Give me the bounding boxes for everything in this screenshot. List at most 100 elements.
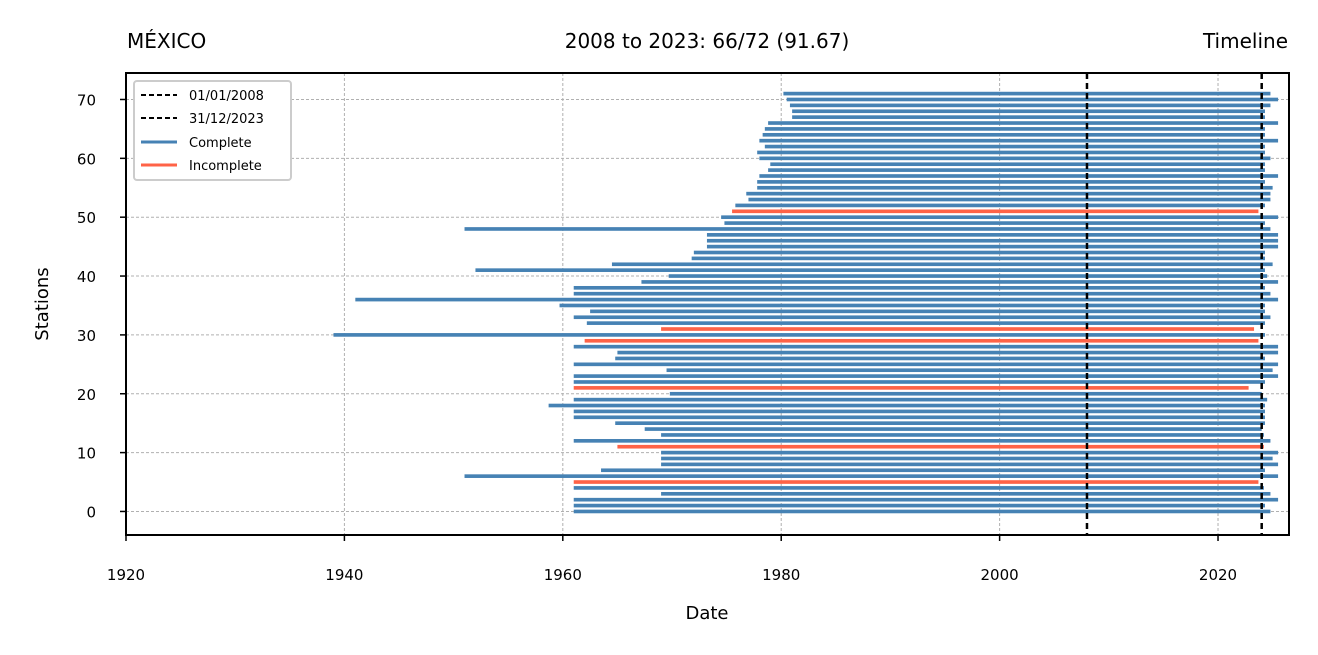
y-axis-ticks: 0 10 20 30 40 50 60 70 — [77, 91, 126, 521]
station-bar-9 — [661, 456, 1273, 461]
legend-label-start: 01/01/2008 — [189, 89, 264, 104]
station-bar-31 — [661, 327, 1255, 331]
station-bar-60 — [759, 156, 1271, 161]
x-tick-label-5: 2020 — [1199, 566, 1237, 584]
station-bar-18 — [548, 403, 1265, 408]
legend-box — [133, 80, 292, 181]
station-bar-46 — [706, 238, 1279, 243]
station-bar-65 — [764, 127, 1265, 131]
station-bar-2 — [573, 497, 1279, 502]
x-tick-label-0: 1920 — [107, 566, 145, 584]
station-bar-4 — [573, 486, 1264, 490]
station-bar-56 — [757, 180, 1265, 184]
station-bar-20 — [669, 391, 1262, 396]
station-bar-71 — [783, 91, 1271, 96]
legend-label-incomplete: Incomplete — [189, 159, 262, 174]
station-bar-34 — [590, 309, 1265, 314]
y-tick-label-3: 30 — [77, 327, 96, 345]
station-bar-30 — [333, 333, 1265, 337]
station-bar-8 — [661, 462, 1279, 467]
reference-lines — [1085, 73, 1263, 535]
station-bar-47 — [706, 233, 1279, 237]
station-bar-49 — [724, 221, 1265, 225]
station-bar-59 — [770, 162, 1265, 167]
station-bar-24 — [666, 368, 1273, 373]
station-bar-37 — [573, 291, 1271, 296]
station-bar-14 — [644, 427, 1262, 431]
y-tick-label-0: 0 — [86, 503, 96, 521]
station-bar-66 — [768, 121, 1279, 125]
chart-title-center: 2008 to 2023: 66/72 (91.67) — [565, 29, 850, 53]
station-bar-28 — [573, 344, 1279, 349]
station-bar-52 — [735, 203, 1265, 208]
station-bar-12 — [573, 439, 1271, 443]
station-bar-26 — [615, 356, 1265, 361]
plot-frame — [125, 72, 1290, 536]
station-bar-43 — [691, 256, 1265, 261]
x-tick-label-2: 1960 — [544, 566, 582, 584]
station-bar-27 — [617, 350, 1279, 355]
station-bar-70 — [786, 97, 1279, 102]
station-bar-63 — [759, 138, 1279, 143]
y-tick-label-1: 10 — [77, 445, 96, 463]
station-bar-1 — [573, 503, 1265, 508]
x-tick-label-3: 1980 — [762, 566, 800, 584]
station-bar-38 — [573, 285, 1265, 290]
station-bar-35 — [559, 303, 1265, 308]
y-axis-label: Stations — [32, 267, 53, 340]
station-bar-53 — [748, 197, 1271, 202]
station-bar-3 — [661, 491, 1271, 496]
y-tick-label-2: 20 — [77, 386, 96, 404]
x-tick-label-4: 2000 — [981, 566, 1019, 584]
legend: 01/01/2008 31/12/2023 Complete Incomplet… — [133, 80, 292, 181]
y-tick-label-4: 40 — [77, 268, 96, 286]
station-bar-67 — [792, 115, 1265, 119]
station-bar-19 — [573, 397, 1268, 402]
chart-title-left: MÉXICO — [127, 29, 206, 53]
x-tick-label-1: 1940 — [325, 566, 363, 584]
station-bar-51 — [732, 209, 1259, 214]
station-bar-58 — [768, 168, 1265, 172]
y-tick-label-6: 60 — [77, 150, 96, 168]
y-tick-label-7: 70 — [77, 91, 96, 109]
station-bar-17 — [573, 409, 1265, 414]
station-bar-0 — [573, 509, 1271, 514]
legend-label-complete: Complete — [189, 136, 252, 151]
station-bar-5 — [573, 480, 1259, 484]
station-bar-13 — [661, 433, 1264, 437]
x-axis-label: Date — [685, 603, 728, 624]
station-bar-10 — [661, 450, 1279, 455]
station-bar-62 — [764, 144, 1265, 149]
station-bar-64 — [762, 132, 1265, 137]
station-bar-25 — [573, 362, 1279, 367]
station-bar-54 — [746, 191, 1271, 196]
station-bar-48 — [464, 227, 1271, 231]
station-bar-36 — [355, 297, 1279, 302]
chart-title-right: Timeline — [1202, 29, 1288, 53]
station-bar-55 — [757, 185, 1273, 190]
station-bar-15 — [615, 421, 1265, 426]
station-bar-42 — [611, 262, 1273, 267]
station-bar-16 — [573, 415, 1265, 420]
station-bar-33 — [573, 315, 1271, 320]
station-bar-39 — [641, 280, 1279, 284]
station-bar-22 — [573, 380, 1265, 384]
station-bars — [333, 91, 1279, 514]
station-bar-68 — [792, 109, 1265, 114]
station-bar-40 — [668, 274, 1268, 278]
station-bar-41 — [475, 268, 1265, 272]
station-bar-11 — [617, 444, 1264, 449]
station-bar-6 — [464, 474, 1279, 478]
station-bar-57 — [759, 174, 1279, 178]
station-bar-32 — [586, 321, 1265, 325]
station-bar-21 — [573, 386, 1249, 390]
station-bar-23 — [573, 374, 1279, 378]
station-bar-50 — [721, 215, 1279, 220]
station-bar-61 — [757, 150, 1265, 155]
legend-label-end: 31/12/2023 — [189, 112, 264, 127]
station-bar-69 — [789, 103, 1271, 108]
station-bar-44 — [693, 250, 1265, 255]
station-bar-7 — [601, 468, 1265, 473]
y-tick-label-5: 50 — [77, 209, 96, 227]
